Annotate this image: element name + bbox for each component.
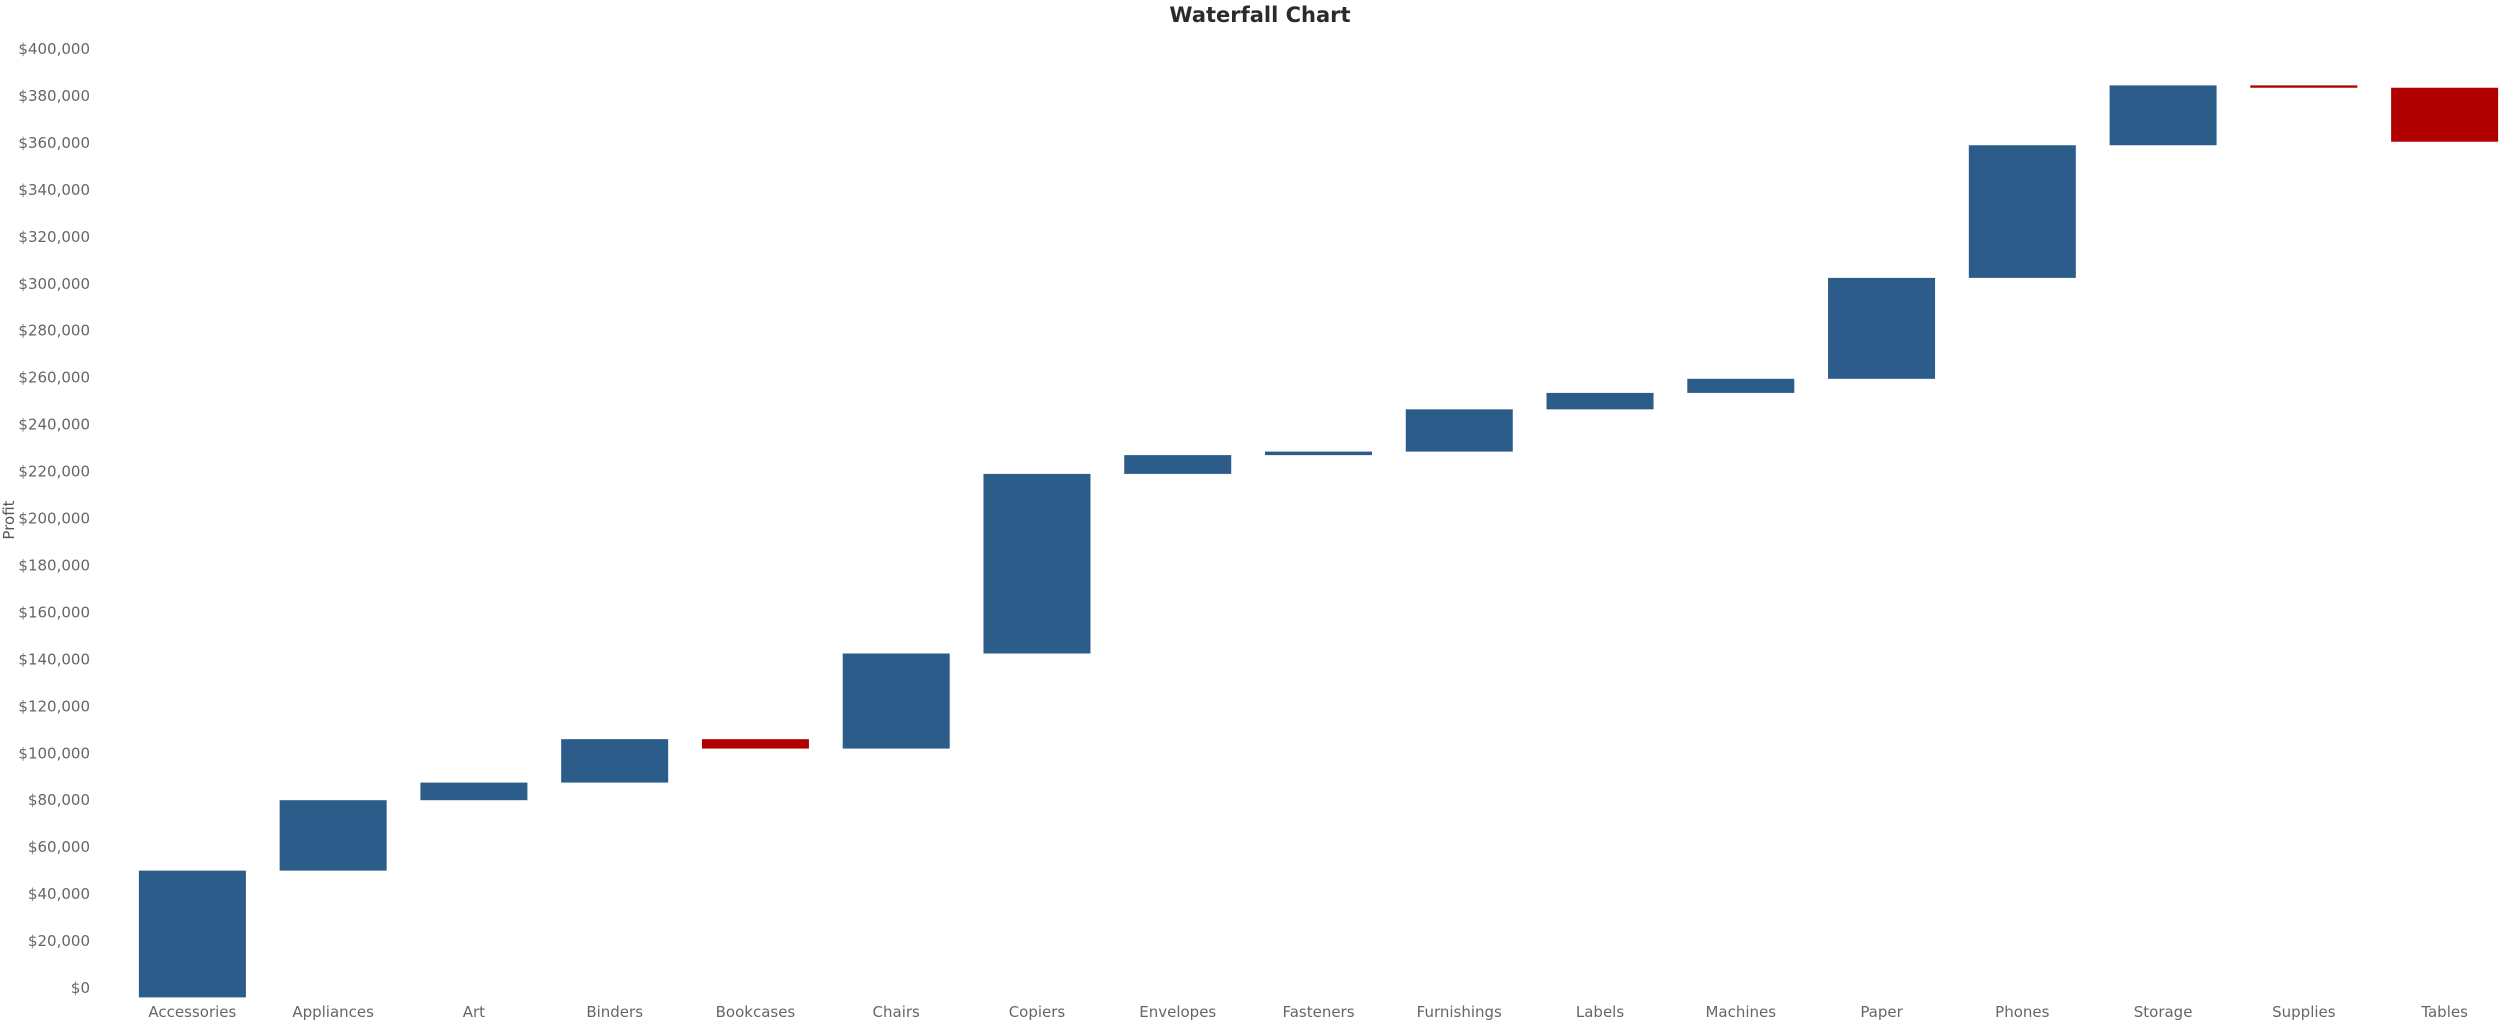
bar-binders <box>561 739 669 783</box>
bar-envelopes <box>1124 455 1232 474</box>
y-axis-ticks: $0 $20,000 $40,000 $60,000 $80,000 $100,000 $1… <box>18 40 90 997</box>
y-tick-label: $380,000 <box>18 87 90 105</box>
x-tick-label: Labels <box>1576 1003 1624 1021</box>
y-tick-label: $400,000 <box>18 40 90 58</box>
y-tick-label: $340,000 <box>18 181 90 199</box>
bar-fasteners <box>1265 451 1372 456</box>
y-tick-label: $120,000 <box>18 697 90 715</box>
x-tick-label: Phones <box>1995 1003 2049 1021</box>
y-tick-label: $180,000 <box>18 556 90 574</box>
x-tick-label: Storage <box>2134 1003 2193 1021</box>
bar-bookcases <box>701 739 809 749</box>
bar-furnishings <box>1405 409 1513 452</box>
x-tick-label: Furnishings <box>1417 1003 1502 1021</box>
x-tick-label: Bookcases <box>716 1003 796 1021</box>
x-tick-label: Machines <box>1705 1003 1776 1021</box>
x-tick-label: Paper <box>1860 1003 1903 1021</box>
x-tick-label: Fasteners <box>1282 1003 1354 1021</box>
y-tick-label: $100,000 <box>18 744 90 762</box>
y-tick-label: $40,000 <box>28 885 90 903</box>
x-tick-label: Binders <box>586 1003 643 1021</box>
y-tick-label: $240,000 <box>18 416 90 434</box>
y-tick-label: $20,000 <box>28 932 90 950</box>
bar-copiers <box>983 473 1091 654</box>
bar-tables <box>2391 87 2499 142</box>
bar-paper <box>1828 277 1936 379</box>
x-axis-ticks: Accessories Appliances Art Binders Bookcases… <box>148 1003 2468 1021</box>
y-tick-label: $80,000 <box>28 791 90 809</box>
bar-appliances <box>279 800 387 871</box>
y-tick-label: $300,000 <box>18 275 90 293</box>
chart-title: Waterfall Chart <box>1169 3 1350 27</box>
x-tick-label: Chairs <box>873 1003 921 1021</box>
x-tick-label: Art <box>463 1003 485 1021</box>
x-tick-label: Tables <box>2420 1003 2468 1021</box>
y-tick-label: $140,000 <box>18 650 90 668</box>
y-tick-label: $60,000 <box>28 838 90 856</box>
y-tick-label: $220,000 <box>18 463 90 481</box>
bar-phones <box>1968 145 2076 278</box>
y-tick-label: $360,000 <box>18 134 90 152</box>
x-tick-label: Accessories <box>148 1003 236 1021</box>
x-tick-label: Copiers <box>1009 1003 1066 1021</box>
y-axis-label: Profit <box>0 500 18 539</box>
y-tick-label: $320,000 <box>18 228 90 246</box>
bar-supplies <box>2250 85 2358 88</box>
y-tick-label: $280,000 <box>18 322 90 340</box>
bar-storage <box>2109 85 2217 146</box>
x-tick-label: Envelopes <box>1139 1003 1216 1021</box>
bars-group <box>138 85 2499 998</box>
bar-labels <box>1546 392 1654 410</box>
bar-art <box>420 782 528 801</box>
y-tick-label: $260,000 <box>18 369 90 387</box>
bar-accessories <box>138 870 246 998</box>
y-tick-label: $0 <box>71 979 90 997</box>
x-tick-label: Supplies <box>2272 1003 2336 1021</box>
bar-chairs <box>842 653 950 749</box>
bar-machines <box>1687 378 1795 393</box>
y-tick-label: $160,000 <box>18 603 90 621</box>
y-tick-label: $200,000 <box>18 510 90 528</box>
x-tick-label: Appliances <box>292 1003 374 1021</box>
